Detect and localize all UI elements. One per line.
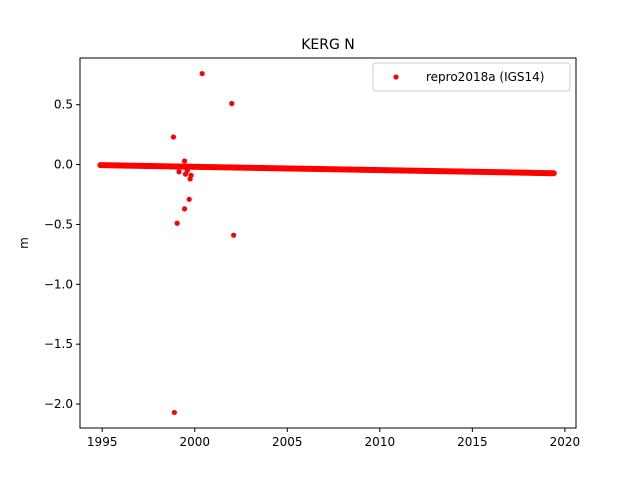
y-tick-label-3: −0.5	[44, 217, 73, 231]
data-point-0-2	[136, 163, 142, 169]
data-points	[97, 70, 557, 416]
data-point-0-14	[506, 169, 512, 175]
axes-frame	[79, 57, 577, 429]
y-axis: −2.0 −1.5 −1.0 −0.5 0.0 0.5	[44, 98, 80, 411]
data-point-0-3	[155, 163, 161, 169]
x-tick-label-2005: 2005	[272, 435, 303, 449]
data-point-0-16	[170, 134, 177, 140]
x-tick-label-2010: 2010	[365, 435, 396, 449]
legend-label: repro2018a (IGS14)	[426, 70, 544, 84]
data-point-0-0	[97, 162, 103, 168]
data-point-0-13	[469, 169, 475, 175]
data-point-0-7	[247, 165, 253, 171]
y-tick-label-1: −1.5	[44, 337, 73, 351]
data-point-0-28	[229, 100, 235, 107]
data-point-0-20	[181, 158, 188, 164]
x-tick-label-2015: 2015	[457, 435, 488, 449]
y-tick-label-5: 0.5	[54, 98, 73, 112]
data-point-0-19	[176, 169, 182, 175]
legend-marker	[393, 74, 399, 80]
data-point-0-26	[188, 172, 194, 178]
y-tick-label-0: −2.0	[44, 397, 73, 411]
y-axis-label: m	[17, 237, 31, 249]
x-tick-label-1995: 1995	[87, 435, 118, 449]
data-point-0-10	[358, 167, 364, 173]
data-point-0-15	[551, 170, 557, 176]
data-point-0-6	[210, 164, 216, 170]
data-point-0-4	[171, 163, 177, 170]
plot-area	[79, 57, 577, 429]
data-point-0-11	[395, 167, 401, 174]
data-point-0-12	[432, 168, 438, 174]
data-point-0-17	[171, 409, 177, 416]
y-tick-label-2: −1.0	[44, 277, 73, 291]
data-point-0-23	[184, 167, 190, 174]
data-point-0-21	[181, 206, 188, 212]
data-point-0-18	[174, 220, 180, 226]
data-point-0-24	[186, 196, 192, 202]
data-point-0-1	[118, 162, 124, 169]
x-tick-label-2020: 2020	[550, 435, 581, 449]
legend-box	[372, 62, 571, 92]
data-point-0-29	[231, 232, 237, 238]
legend: repro2018a (IGS14)	[372, 62, 571, 92]
data-point-0-9	[321, 166, 327, 172]
y-tick-label-4: 0.0	[54, 158, 73, 172]
chart-title: KERG N	[301, 37, 355, 53]
data-point-0-27	[199, 70, 205, 77]
data-point-0-8	[284, 165, 290, 172]
axes-background	[80, 58, 576, 428]
x-axis: 1995 2000 2005 2010 2015 2020	[87, 428, 580, 449]
x-tick-label-2000: 2000	[179, 435, 210, 449]
